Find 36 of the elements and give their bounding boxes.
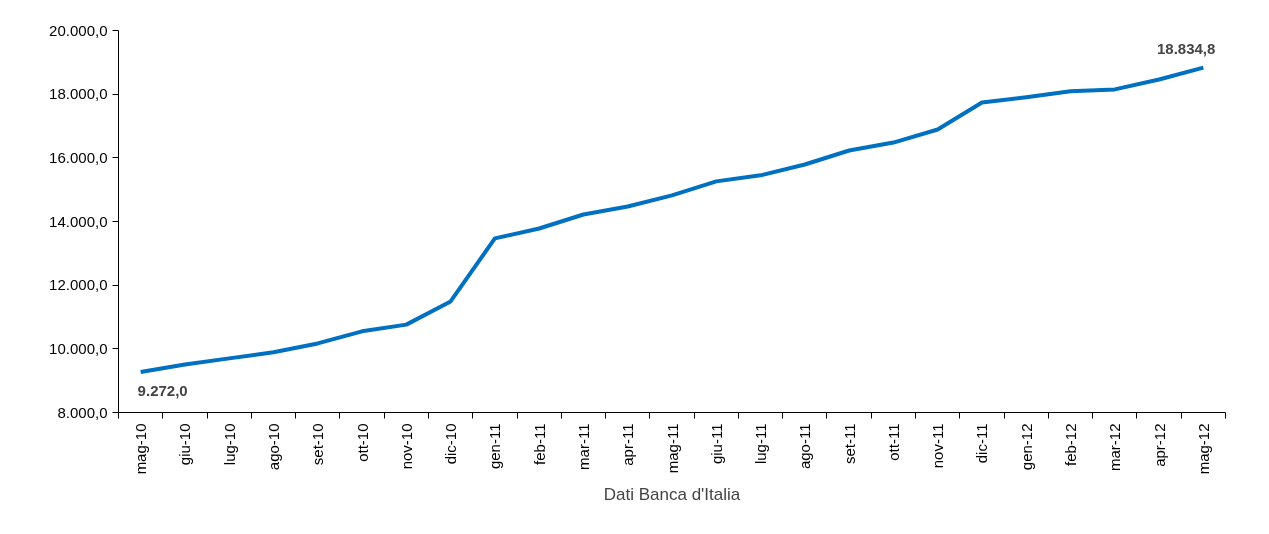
x-tick-label: gen-12 bbox=[1017, 423, 1035, 471]
line-series bbox=[138, 65, 1206, 375]
x-tick-label: lug-11 bbox=[752, 423, 770, 465]
x-tick-label: ott-11 bbox=[884, 423, 902, 461]
x-tick-label: set-10 bbox=[309, 423, 327, 466]
y-tick-label: 8.000,0 bbox=[57, 403, 108, 421]
x-tick-label: apr-12 bbox=[1150, 423, 1168, 467]
x-tick-label: mar-11 bbox=[574, 423, 592, 470]
y-tick-label: 20.000,0 bbox=[49, 21, 108, 39]
x-tick-label: lug-10 bbox=[220, 423, 238, 466]
x-tick-label: dic-10 bbox=[442, 423, 460, 465]
x-tick-label: nov-11 bbox=[929, 423, 947, 469]
y-tick-label: 14.000,0 bbox=[49, 212, 108, 230]
x-tick-label: mar-12 bbox=[1106, 423, 1124, 472]
y-tick-label: 10.000,0 bbox=[49, 339, 108, 357]
x-tick-label: mag-11 bbox=[663, 423, 681, 474]
y-tick-label: 18.000,0 bbox=[49, 85, 108, 103]
data-label: 18.834,8 bbox=[1156, 39, 1216, 57]
x-tick-label: feb-11 bbox=[530, 423, 548, 465]
x-tick-label: apr-11 bbox=[619, 423, 637, 466]
x-tick-label: giu-10 bbox=[176, 423, 194, 466]
x-tick-label: giu-11 bbox=[707, 423, 725, 465]
y-tick-label: 16.000,0 bbox=[49, 148, 108, 166]
y-tick-label: 12.000,0 bbox=[49, 276, 108, 294]
x-tick-label: ago-10 bbox=[264, 423, 282, 471]
text: Dati Banca d'Italia bbox=[603, 484, 741, 504]
x-tick-label: dic-11 bbox=[973, 423, 991, 464]
x-tick-label: gen-11 bbox=[486, 423, 504, 470]
x-tick-label: nov-10 bbox=[397, 423, 415, 470]
data-label: 9.272,0 bbox=[137, 382, 188, 400]
x-tick-label: mag-10 bbox=[132, 423, 150, 475]
x-tick-label: set-11 bbox=[840, 423, 858, 465]
x-tick-label: mag-12 bbox=[1194, 423, 1212, 475]
x-tick-label: feb-12 bbox=[1062, 423, 1080, 467]
x-tick-label: ott-10 bbox=[353, 423, 371, 462]
x-tick-label: ago-11 bbox=[796, 423, 814, 470]
